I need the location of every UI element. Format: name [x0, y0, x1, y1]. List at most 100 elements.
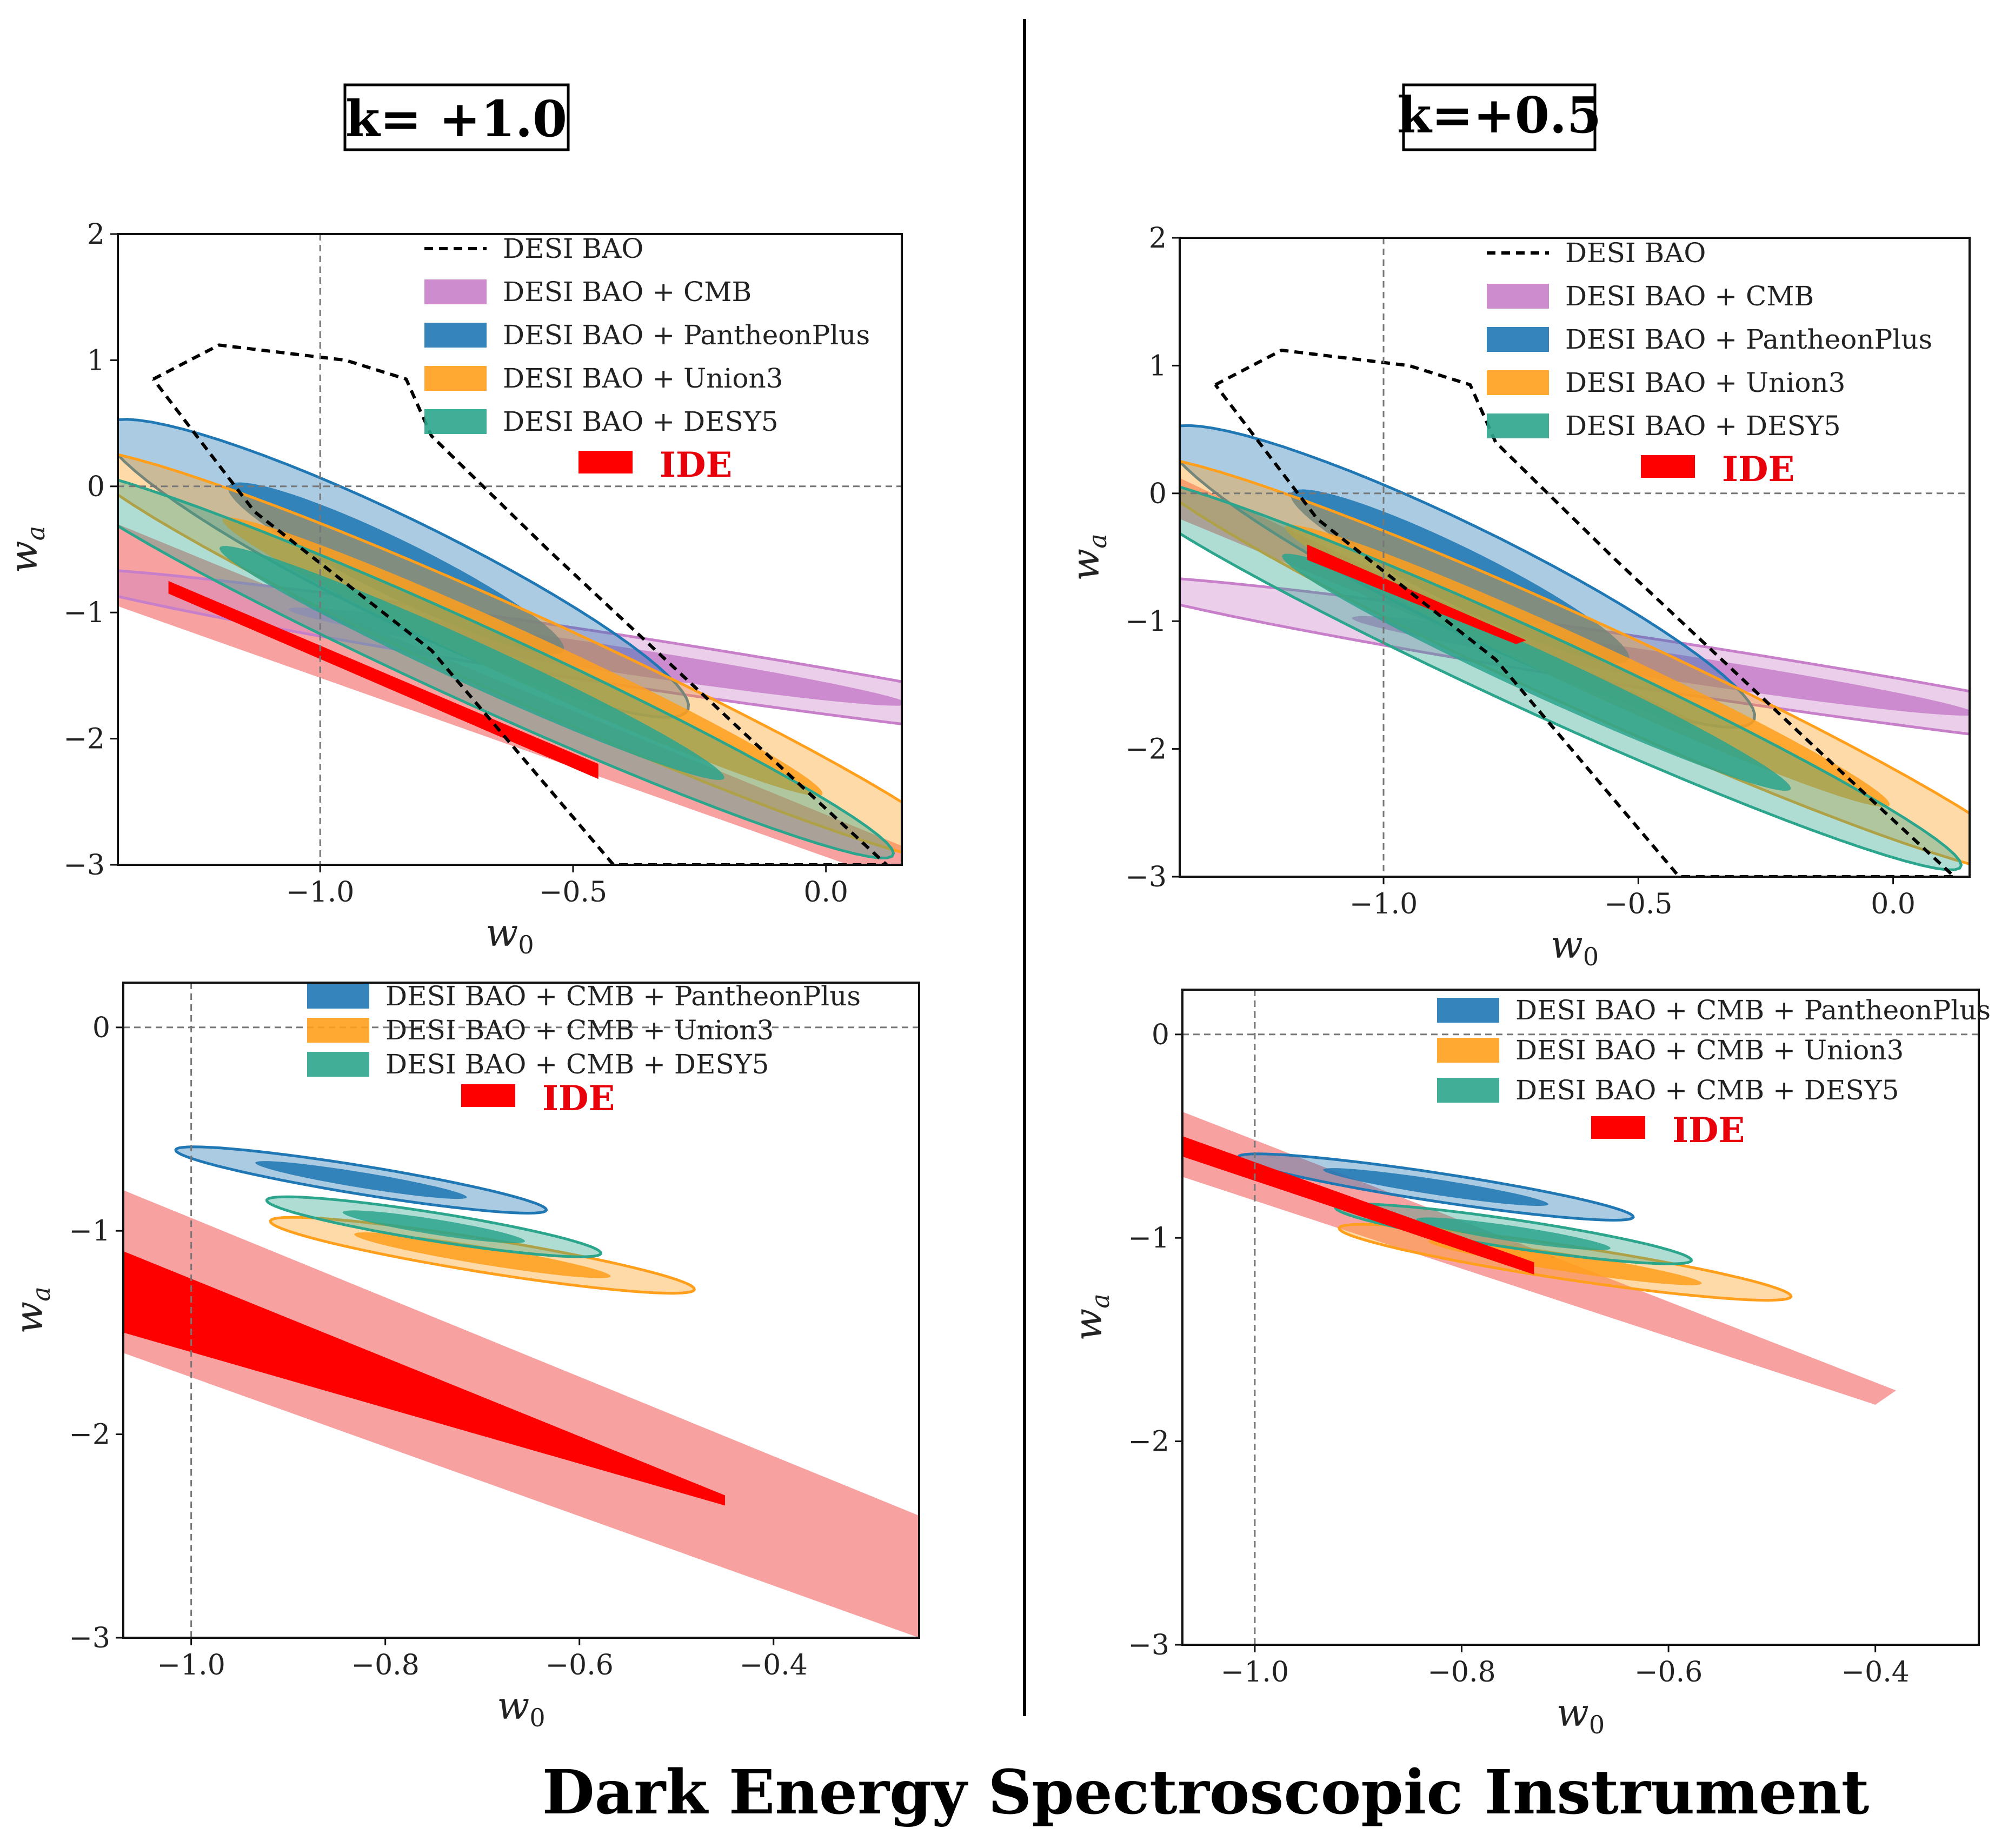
plot-frame: [117, 233, 903, 866]
x-axis-label-main: w: [497, 1684, 529, 1728]
plot-frame: [1181, 989, 1980, 1646]
y-tick-label: −1: [1125, 605, 1167, 638]
legend-swatch-pantheonplus: [1437, 998, 1499, 1023]
y-axis-label-main: w: [1066, 1309, 1110, 1341]
legend-label-ide: IDE: [1722, 449, 1794, 490]
x-axis-label: w0: [497, 1684, 545, 1732]
legend-swatch-desy5: [424, 409, 487, 434]
y-tick-label: −1: [69, 1215, 110, 1247]
plot-frame: [122, 982, 920, 1639]
legend-label-ide: IDE: [1672, 1110, 1745, 1151]
x-tick-label: −0.5: [539, 876, 607, 909]
y-tick-label: −3: [63, 849, 105, 882]
legend-swatch-pantheonplus: [307, 984, 369, 1009]
legend-label: DESI BAO + PantheonPlus: [1565, 324, 1932, 355]
y-axis-label: wa: [1066, 1293, 1115, 1340]
x-tick-label: −0.8: [351, 1649, 420, 1682]
legend-swatch-desy5: [307, 1052, 369, 1077]
x-tick-label: −1.0: [1221, 1656, 1289, 1689]
k-label-right: k=+0.5: [1397, 86, 1601, 144]
y-tick-label: −1: [1128, 1222, 1169, 1255]
x-tick-label: 0.0: [803, 876, 848, 909]
plot-area: [123, 1145, 919, 1638]
x-tick-label: −0.6: [1634, 1656, 1703, 1689]
k-label-right-box: k=+0.5: [1397, 83, 1601, 151]
y-tick-label: 0: [92, 1012, 110, 1044]
legend-label: DESI BAO + CMB + PantheonPlus: [1515, 995, 1991, 1026]
contour-inner-desi-bao-cmb-pantheonplus: [1323, 1168, 1549, 1206]
y-axis-label-main: w: [1063, 549, 1108, 581]
legend-swatch-pantheonplus: [1487, 327, 1549, 352]
legend-label: DESI BAO + CMB + PantheonPlus: [385, 980, 861, 1012]
y-tick-label: −2: [1125, 733, 1167, 766]
k-label-left: k= +1.0: [345, 90, 567, 148]
contour-inner-desi-bao-union3: [1285, 525, 1890, 807]
y-axis-label-sub: a: [1083, 533, 1112, 548]
y-tick-label: 2: [1149, 222, 1167, 255]
legend-label: DESI BAO: [503, 233, 643, 264]
y-axis-label-sub: a: [1086, 1293, 1115, 1308]
legend-label: DESI BAO + CMB + Union3: [1515, 1035, 1904, 1066]
y-tick-label: −3: [1125, 861, 1167, 893]
legend-label-ide: IDE: [542, 1078, 615, 1119]
y-axis-label-main: w: [2, 541, 46, 573]
x-axis-label-main: w: [1551, 923, 1583, 967]
x-axis-label-sub: 0: [1589, 1710, 1605, 1739]
legend-swatch-ide: [578, 451, 633, 473]
x-axis-label-sub: 0: [1583, 942, 1599, 971]
contour-inner-desi-bao-cmb-desy5: [342, 1210, 525, 1243]
x-axis-label-sub: 0: [518, 930, 534, 959]
plot-area: [118, 343, 902, 865]
y-tick-label: −2: [69, 1419, 110, 1451]
legend-swatch-desy5: [1487, 413, 1549, 438]
x-axis-label: w0: [1557, 1691, 1605, 1739]
x-axis-label-sub: 0: [529, 1703, 545, 1732]
ide-inner-band: [123, 1251, 725, 1506]
legend-swatch-ide: [1591, 1116, 1645, 1139]
ide-inner-band: [1182, 1136, 1534, 1275]
x-axis-label-main: w: [1557, 1691, 1589, 1735]
x-tick-label: −0.8: [1427, 1656, 1495, 1689]
x-tick-label: −0.4: [1841, 1656, 1910, 1689]
x-tick-label: −0.6: [546, 1649, 614, 1682]
plot-frame: [1179, 237, 1971, 878]
x-tick-label: −1.0: [1349, 888, 1418, 920]
y-axis-label: wa: [7, 1286, 56, 1333]
x-axis-label: w0: [1551, 923, 1599, 971]
y-tick-label: −3: [1128, 1629, 1169, 1662]
x-axis-label: w0: [486, 911, 534, 959]
y-tick-label: −3: [69, 1622, 110, 1654]
contour-inner-desi-bao-desy5: [1282, 553, 1791, 791]
legend-swatch-union3: [1487, 370, 1549, 395]
y-tick-label: 2: [87, 218, 105, 251]
y-tick-label: 1: [87, 344, 105, 377]
legend-label: DESI BAO + CMB + DESY5: [385, 1049, 769, 1080]
legend-swatch-union3: [307, 1018, 369, 1043]
y-tick-label: −2: [63, 723, 105, 756]
legend-label: DESI BAO: [1565, 237, 1706, 269]
y-tick-label: 0: [87, 471, 105, 503]
footer-title: Dark Energy Spectroscopic Instrument: [542, 1757, 1870, 1828]
legend-swatch-ide: [1641, 455, 1695, 478]
y-tick-label: −2: [1128, 1426, 1169, 1458]
legend-swatch-union3: [424, 366, 487, 391]
legend-swatch-cmb: [424, 279, 487, 304]
y-axis-label-sub: a: [21, 526, 50, 541]
legend-swatch-desy5: [1437, 1078, 1499, 1103]
legend-swatch-cmb: [1487, 284, 1549, 309]
y-tick-label: −1: [63, 597, 105, 629]
legend-label: DESI BAO + Union3: [503, 363, 783, 394]
legend-label: DESI BAO + PantheonPlus: [503, 319, 870, 351]
legend-swatch-ide: [461, 1084, 515, 1107]
legend-label: DESI BAO + CMB: [1565, 281, 1814, 312]
x-tick-label: −1.0: [157, 1649, 225, 1682]
plot-area: [1180, 349, 1970, 877]
legend-label: DESI BAO + CMB + DESY5: [1515, 1075, 1899, 1106]
ide-inner-band: [1307, 544, 1526, 644]
y-axis-label: wa: [2, 526, 50, 573]
